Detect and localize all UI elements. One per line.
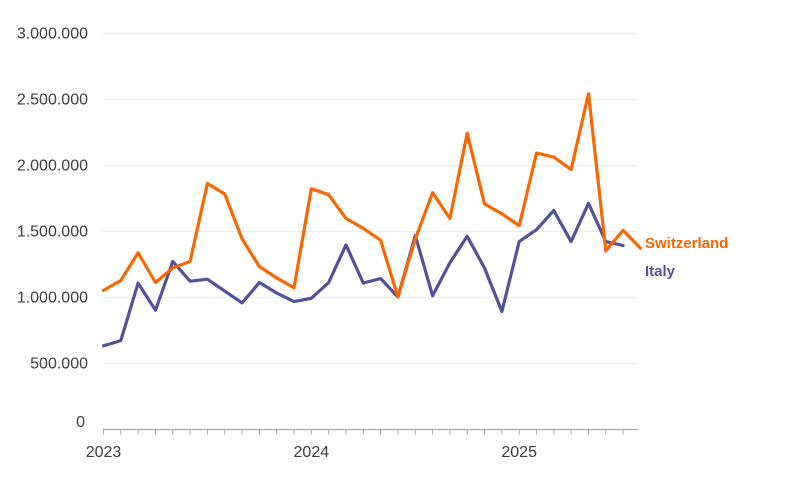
legend-label-switzerland: Switzerland [645, 235, 729, 252]
y-tick-label: 3.000.000 [17, 26, 88, 43]
y-tick-label: 1.000.000 [17, 290, 88, 307]
y-tick-label: 1.500.000 [17, 224, 88, 241]
x-year-label: 2023 [86, 444, 122, 461]
y-tick-label: 0 [76, 414, 85, 431]
x-year-label: 2024 [294, 444, 330, 461]
series-line-switzerland [101, 92, 643, 299]
series-line-italy [101, 201, 625, 348]
legend-label-italy: Italy [645, 263, 676, 280]
y-tick-label: 2.500.000 [17, 92, 88, 109]
x-year-label: 2025 [501, 444, 537, 461]
y-tick-label: 2.000.000 [17, 158, 88, 175]
y-tick-label: 500.000 [30, 356, 88, 373]
